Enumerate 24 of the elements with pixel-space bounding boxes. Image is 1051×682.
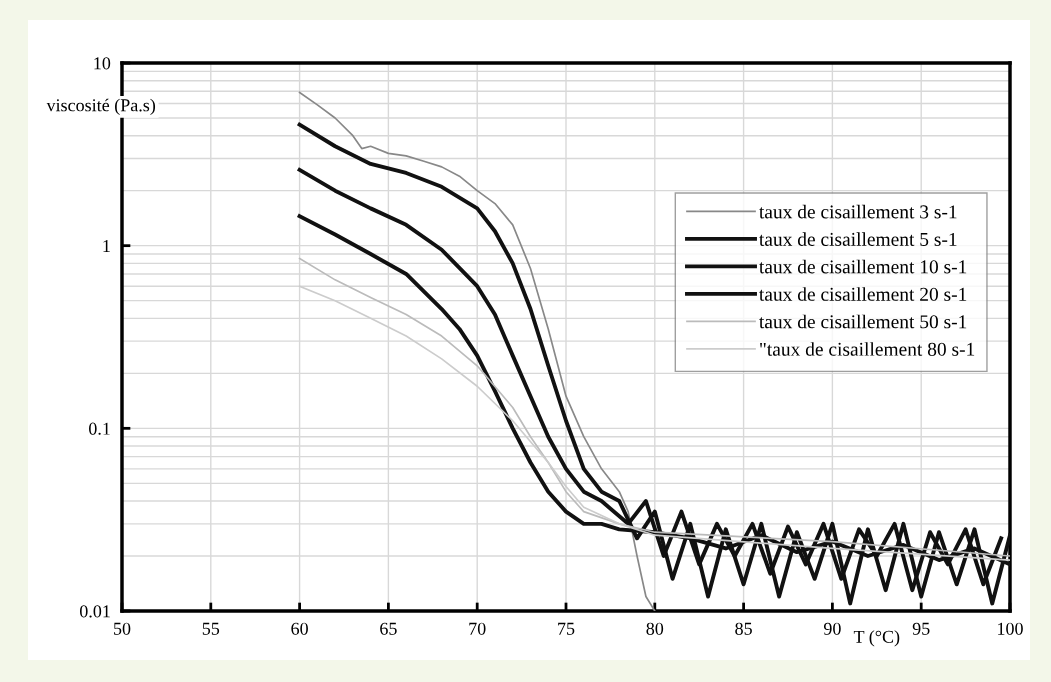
x-axis-title: T (°C) <box>853 630 900 647</box>
y-tick-label: 0.01 <box>79 605 110 618</box>
legend-label: taux de cisaillement 20 s-1 <box>759 287 967 301</box>
x-tick-label: 75 <box>558 622 575 635</box>
x-tick-label: 100 <box>998 622 1023 635</box>
y-tick-label: 10 <box>94 57 111 70</box>
y-axis-title: viscosité (Pa.s) <box>46 98 156 116</box>
legend-label: taux de cisaillement 10 s-1 <box>759 259 967 274</box>
y-tick-label: 0.1 <box>89 422 110 435</box>
x-tick-label: 70 <box>469 622 486 635</box>
legend-label: "taux de cisaillement 80 s-1 <box>760 342 975 356</box>
x-tick-label: 80 <box>646 622 664 635</box>
x-tick-label: 90 <box>823 622 841 635</box>
legend-label: taux de cisaillement 50 s-1 <box>759 314 967 329</box>
x-tick-label: 55 <box>202 622 220 635</box>
legend-label: taux de cisaillement 3 s-1 <box>759 204 957 219</box>
x-tick-label: 95 <box>912 622 930 635</box>
legend-label: taux de cisaillement 5 s-1 <box>759 232 957 246</box>
x-tick-label: 50 <box>114 622 131 635</box>
y-tick-label: 1 <box>103 240 110 252</box>
line-series <box>298 91 656 611</box>
x-tick-label: 85 <box>735 622 752 635</box>
x-tick-label: 60 <box>291 622 308 635</box>
x-tick-label: 65 <box>380 622 397 635</box>
